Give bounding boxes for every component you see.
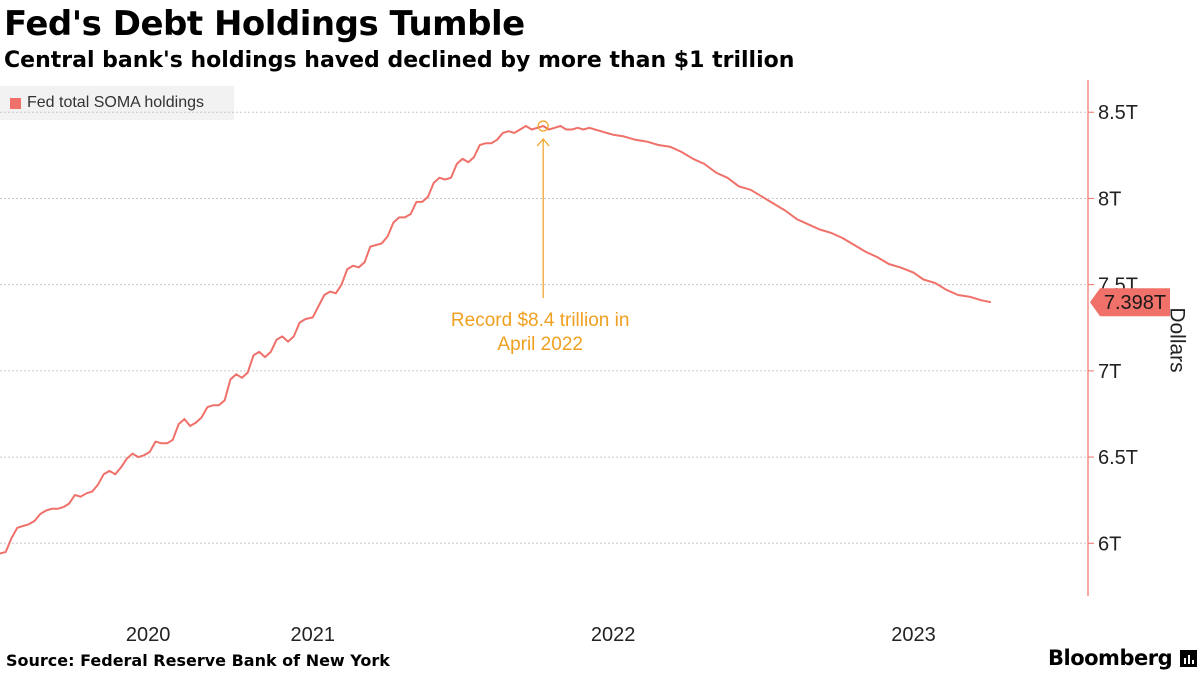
annotation-arrowhead — [536, 138, 550, 147]
x-tick-label-2: 2022 — [591, 624, 636, 646]
series-line-soma — [0, 125, 992, 555]
y-tick-label-5: 8.5T — [1098, 102, 1138, 124]
x-tick-label-1: 2021 — [290, 624, 335, 646]
annotation-text-line-1: April 2022 — [497, 334, 583, 355]
chart-title: Fed's Debt Holdings Tumble — [4, 4, 525, 44]
annotation-marker — [537, 120, 549, 132]
chart-legend: Fed total SOMA holdings — [0, 86, 234, 120]
last-value-tag — [1090, 288, 1170, 317]
y-axis-title: Dollars — [1165, 307, 1188, 372]
bloomberg-chart-icon — [1180, 649, 1198, 667]
annotation-text-line-0: Record $8.4 trillion in — [451, 310, 629, 331]
y-tick-label-0: 6T — [1098, 533, 1121, 555]
y-tick-label-2: 7T — [1098, 361, 1121, 383]
legend-swatch-soma — [10, 97, 21, 109]
brand-logo: Bloomberg — [1048, 646, 1198, 670]
brand-name: Bloomberg — [1048, 646, 1173, 670]
last-value-label: 7.398T — [1104, 292, 1166, 314]
chart-subtitle: Central bank's holdings haved declined b… — [4, 48, 795, 73]
x-tick-label-3: 2023 — [891, 624, 936, 646]
y-tick-label-4: 8T — [1098, 188, 1121, 210]
y-tick-label-1: 6.5T — [1098, 447, 1138, 469]
legend-label-soma: Fed total SOMA holdings — [27, 94, 204, 111]
source-note: Source: Federal Reserve Bank of New York — [6, 651, 390, 670]
x-tick-label-0: 2020 — [126, 624, 171, 646]
